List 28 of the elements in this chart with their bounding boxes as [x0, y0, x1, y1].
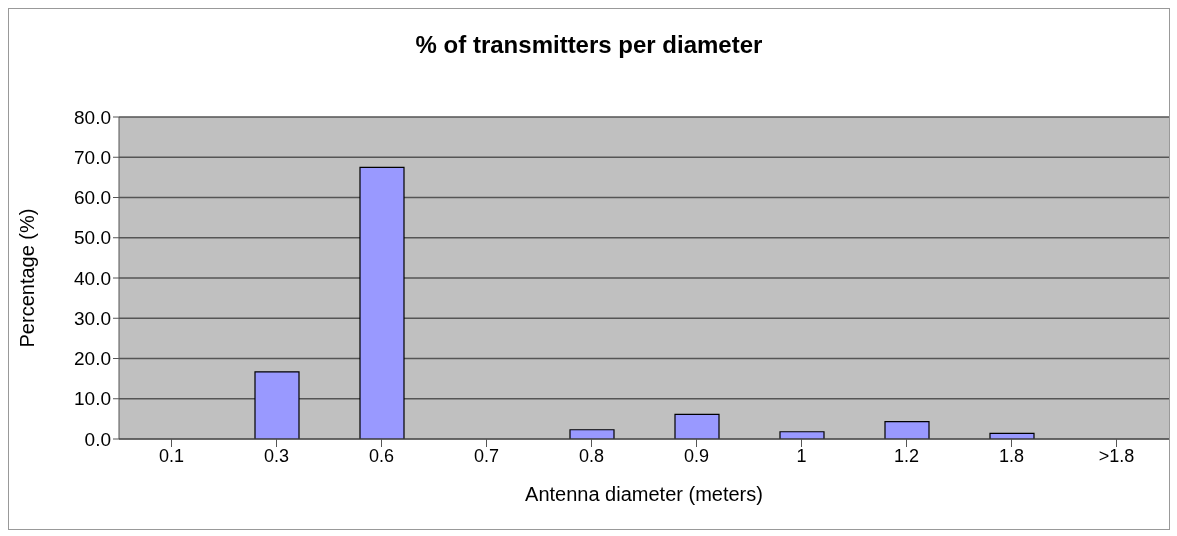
x-tick-label: 0.6	[368, 445, 395, 466]
x-tick-label: >1.8	[1098, 445, 1135, 466]
y-tick-label: 80.0	[74, 106, 111, 128]
x-tick-label: 0.1	[158, 445, 185, 466]
bar	[779, 431, 825, 439]
bar	[254, 371, 300, 439]
bar	[569, 429, 615, 439]
bar	[359, 166, 405, 439]
x-tick-label: 0.3	[263, 445, 290, 466]
x-tick-label: 0.8	[578, 445, 605, 466]
y-tick-label: 10.0	[74, 388, 111, 410]
x-tick-label: 1.8	[998, 445, 1025, 466]
y-tick-label: 60.0	[74, 187, 111, 209]
bar	[674, 413, 720, 439]
chart-title: % of transmitters per diameter	[414, 31, 764, 59]
y-tick-label: 70.0	[74, 146, 111, 168]
bar	[884, 421, 930, 439]
x-tick-label: 0.7	[473, 445, 500, 466]
x-axis-title: Antenna diameter (meters)	[525, 483, 763, 505]
y-tick-label: 0.0	[84, 428, 111, 450]
x-tick-label: 1.2	[893, 445, 920, 466]
y-axis-title: Percentage (%)	[16, 208, 39, 348]
x-tick-label: 1	[796, 445, 807, 466]
y-tick-label: 30.0	[74, 307, 111, 329]
x-tick-label: 0.9	[683, 445, 710, 466]
y-tick-label: 50.0	[74, 227, 111, 249]
y-tick-label: 40.0	[74, 267, 111, 289]
y-tick-label: 20.0	[74, 348, 111, 370]
